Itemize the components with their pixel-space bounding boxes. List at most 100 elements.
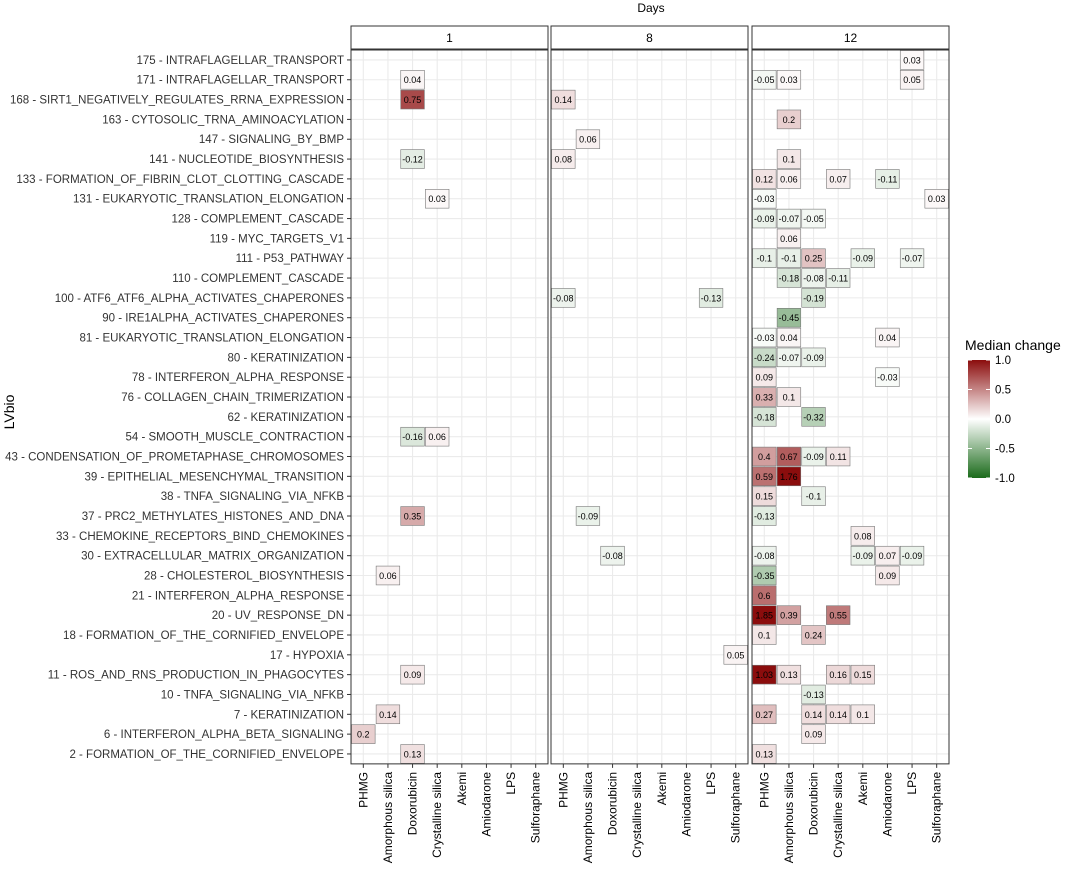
x-tick-label: Akemi	[455, 772, 469, 805]
cell-label: -0.08	[754, 551, 775, 561]
cell-label: -0.16	[402, 432, 423, 442]
cell-label: 0.06	[780, 174, 798, 184]
y-tick-label: 141 - NUCLEOTIDE_BIOSYNTHESIS	[149, 154, 344, 166]
cell-label: -0.13	[701, 293, 722, 303]
cell-label: 0.4	[758, 452, 771, 462]
cell-label: 0.16	[829, 670, 847, 680]
heat-cell	[776, 307, 802, 328]
cell-label: -0.08	[602, 551, 623, 561]
x-tick-label: Crystalline silica	[430, 772, 444, 858]
cell-label: 0.1	[857, 710, 870, 720]
cell-label: -0.07	[779, 353, 800, 363]
cell-label: -0.24	[754, 353, 775, 363]
heat-cell	[801, 248, 826, 268]
cell-label: -0.45	[779, 313, 800, 323]
heat-cell	[776, 149, 802, 169]
cell-label: 0.14	[805, 710, 823, 720]
cell-label: 0.06	[579, 135, 597, 145]
y-tick-label: 147 - SIGNALING_BY_BMP	[199, 134, 344, 146]
heat-cell	[400, 89, 425, 110]
heat-cell	[801, 486, 826, 506]
heat-cell	[400, 426, 425, 447]
y-tick-label: 7 - KERATINIZATION	[234, 709, 344, 721]
heat-cell	[826, 704, 851, 725]
y-tick-label: 80 - KERATINIZATION	[227, 352, 344, 364]
x-tick-label: Akemi	[655, 772, 669, 805]
row-labels: 175 - INTRAFLAGELLAR_TRANSPORT 171 - INTR…	[5, 55, 351, 761]
y-tick-label: 175 - INTRAFLAGELLAR_TRANSPORT	[137, 55, 345, 67]
heat-cell	[899, 545, 925, 566]
cell-label: -0.03	[754, 333, 775, 343]
cell-label: -0.09	[803, 353, 824, 363]
y-tick-label: 90 - IRE1ALPHA_ACTIVATES_CHAPERONES	[102, 313, 344, 325]
heat-cell	[776, 70, 802, 90]
heat-cell	[875, 545, 900, 566]
heat-cell	[776, 228, 802, 249]
color-legend: 1.0 0.5 0.0 -0.5 -1.0	[968, 355, 1015, 485]
heat-cell	[850, 526, 875, 546]
cell-label: 0.11	[830, 452, 847, 462]
x-tick-label: Akemi	[856, 772, 870, 805]
heat-cell	[375, 704, 401, 725]
legend-tick-label: 0.0	[995, 414, 1011, 426]
cell-label: 1.76	[780, 472, 798, 482]
y-tick-label: 43 - CONDENSATION_OF_PROMETAPHASE_CHROMO…	[5, 452, 344, 464]
x-tick-label: PHMG	[556, 772, 570, 808]
cell-label: 0.04	[404, 75, 422, 85]
cell-label: 0.07	[879, 551, 897, 561]
heat-cell	[801, 684, 826, 705]
legend-tick-label: -0.5	[995, 444, 1015, 456]
cell-label: 0.33	[756, 393, 774, 403]
facet-strip	[751, 25, 950, 50]
cell-label: 0.15	[756, 492, 774, 502]
heat-cell	[400, 149, 425, 169]
heat-cell	[425, 426, 450, 447]
cell-label: 0.03	[428, 194, 446, 204]
cell-label: -0.19	[803, 293, 824, 303]
cell-label: -0.12	[402, 155, 423, 165]
cell-label: 0.25	[805, 254, 823, 264]
heat-cell	[400, 70, 425, 90]
heat-cell	[899, 70, 925, 90]
heat-cell	[776, 327, 802, 348]
cell-label: -0.18	[779, 274, 800, 284]
y-tick-label: 17 - HYPOXIA	[270, 650, 344, 662]
x-tick-label: Amorphous silica	[581, 772, 595, 864]
heat-cell	[899, 248, 925, 268]
heat-cell	[850, 704, 875, 725]
cell-label: -0.09	[853, 254, 874, 264]
legend-tick-label: 1.0	[995, 355, 1011, 367]
legend-tick-label: 0.5	[995, 385, 1011, 397]
heat-cell	[400, 664, 425, 685]
heat-cell	[826, 664, 851, 685]
x-tick-label: LPS	[504, 772, 518, 795]
heat-cell	[698, 288, 724, 308]
panel-background	[752, 50, 949, 764]
x-tick-label: Crystalline silica	[630, 772, 644, 858]
x-tick-label: Sulforaphane	[529, 772, 543, 844]
y-tick-label: 100 - ATF6_ATF6_ALPHA_ACTIVATES_CHAPERON…	[55, 293, 345, 305]
cell-label: 0.2	[783, 115, 796, 125]
cell-label: 0.08	[555, 155, 573, 165]
cell-label: 0.03	[780, 75, 798, 85]
cell-label: 0.1	[758, 630, 771, 640]
heat-cell	[400, 506, 425, 526]
heat-cell	[850, 664, 875, 685]
panel-border	[350, 49, 549, 765]
heat-cell	[826, 605, 851, 625]
cell-label: 0.09	[756, 373, 774, 383]
heat-cell	[425, 189, 450, 209]
heat-cell	[776, 169, 802, 189]
x-tick-label: Amorphous silica	[782, 772, 796, 864]
cell-label: 0.13	[756, 749, 774, 759]
y-tick-label: 10 - TNFA_SIGNALING_VIA_NFKB	[161, 689, 345, 701]
cell-label: -0.09	[578, 512, 599, 522]
y-tick-label: 39 - EPITHELIAL_MESENCHYMAL_TRANSITION	[85, 471, 344, 483]
cell-label: 0.05	[903, 75, 921, 85]
cell-label: 0.06	[780, 234, 798, 244]
cell-label: 0.03	[928, 194, 946, 204]
cell-label: 0.6	[758, 591, 771, 601]
y-tick-label: 2 - FORMATION_OF_THE_CORNIFIED_ENVELOPE	[69, 749, 344, 761]
cell-label: 0.09	[879, 571, 897, 581]
cell-label: -0.11	[828, 274, 848, 284]
